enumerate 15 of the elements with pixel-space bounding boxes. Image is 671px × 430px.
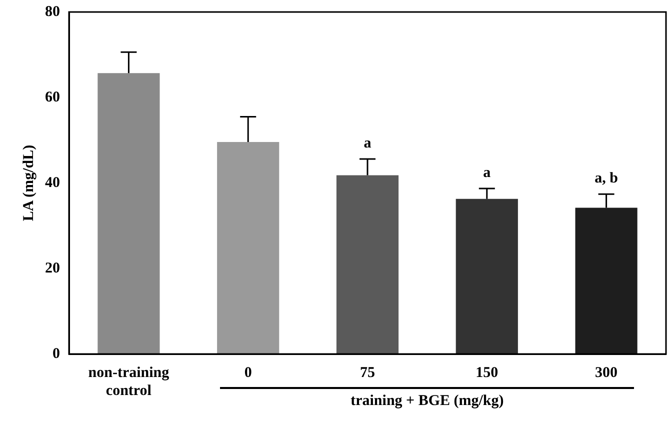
y-tick-label: 0 bbox=[52, 346, 60, 362]
annotation: a bbox=[364, 135, 372, 152]
annotation: a bbox=[483, 164, 492, 181]
y-axis-title: LA (mg/dL) bbox=[20, 144, 37, 222]
y-tick-label: 20 bbox=[45, 260, 60, 276]
x-tick-label: non-training control bbox=[88, 364, 170, 399]
x-tick-label: 150 bbox=[476, 364, 498, 381]
y-tick-label: 60 bbox=[45, 89, 60, 106]
x-tick-label: 0 bbox=[244, 364, 252, 381]
x-axis-title: training + BGE (mg/kg) bbox=[220, 387, 634, 410]
y-tick-label: 80 bbox=[45, 4, 60, 20]
annotation: a, b bbox=[594, 170, 618, 186]
x-tick-label: 300 bbox=[595, 364, 618, 381]
y-tick-label: 40 bbox=[45, 174, 60, 191]
x-tick-label: 75 bbox=[360, 364, 375, 381]
